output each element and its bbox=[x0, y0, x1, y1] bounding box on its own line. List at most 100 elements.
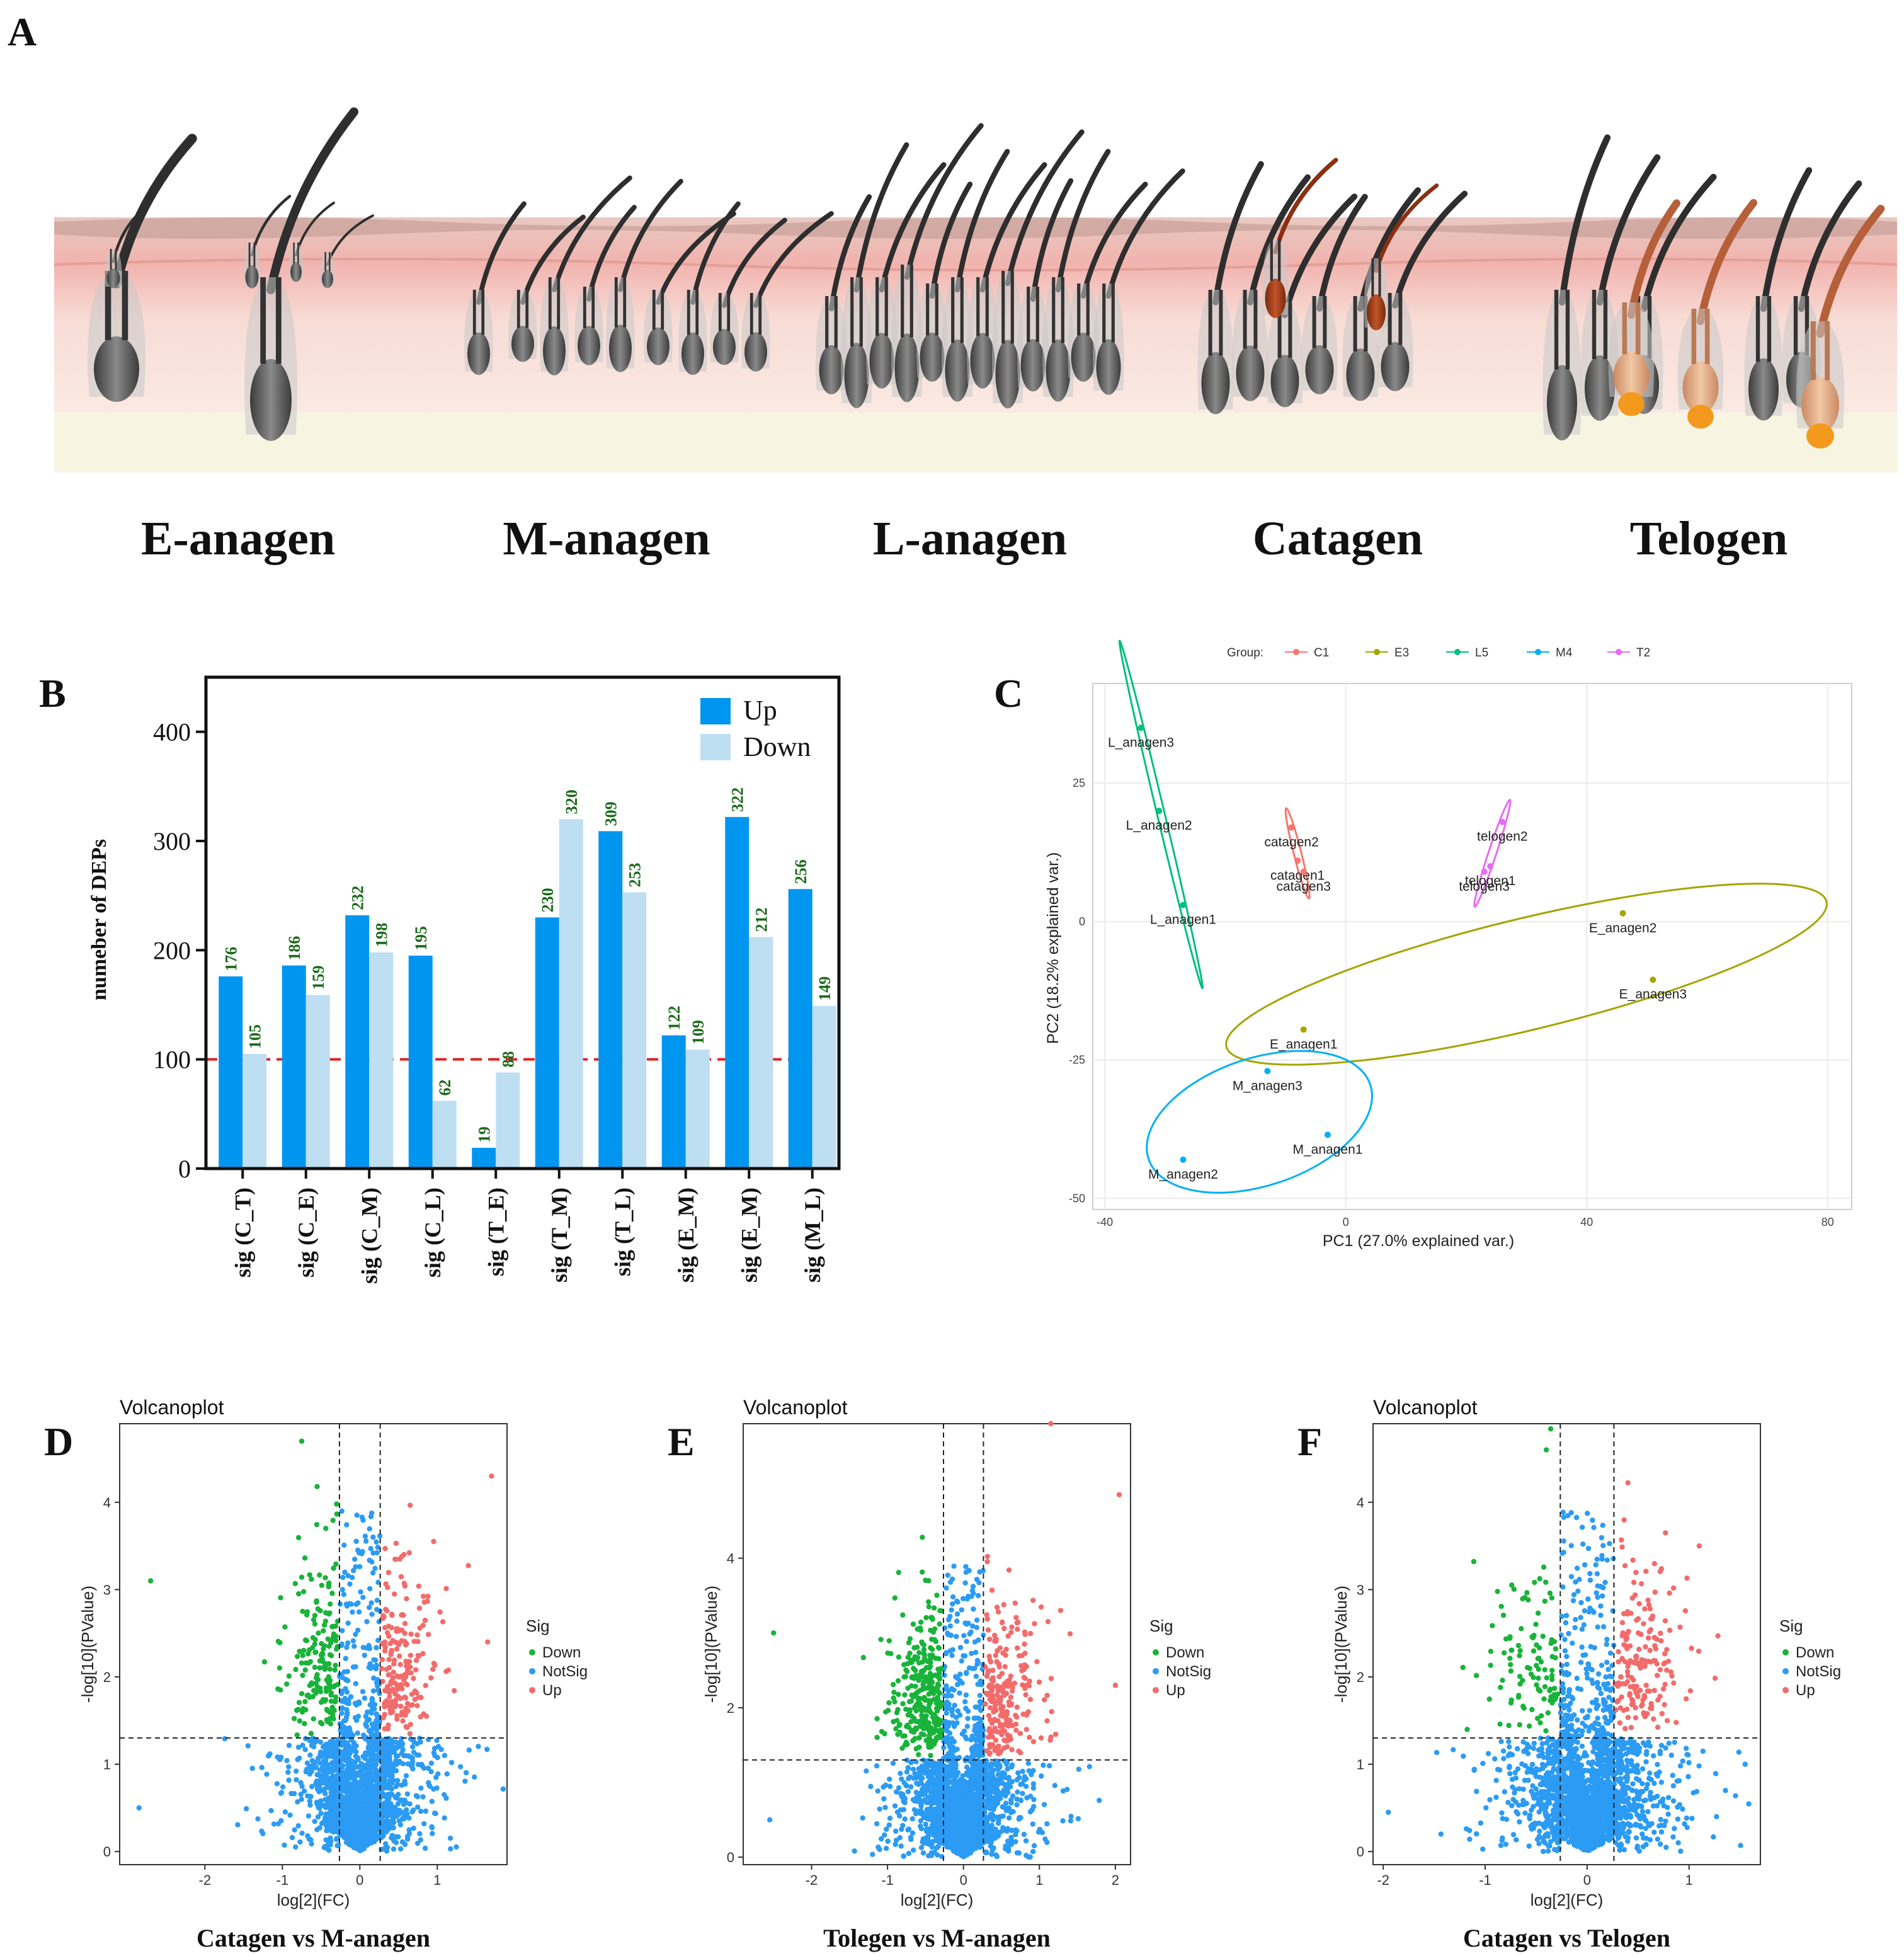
hair-shaft bbox=[1816, 205, 1885, 338]
pca-point bbox=[1180, 1156, 1187, 1163]
volcano-point-down bbox=[314, 1672, 320, 1678]
volcano-point-down bbox=[333, 1662, 338, 1668]
x-category-label: sig (E_M) bbox=[736, 1187, 761, 1283]
volcano-point-up bbox=[382, 1644, 388, 1649]
volcano-point-notsig bbox=[950, 1594, 956, 1600]
legend-key bbox=[529, 1687, 535, 1693]
volcano-point-notsig bbox=[918, 1826, 925, 1831]
volcano-point-notsig bbox=[472, 1774, 477, 1780]
volcano-point-notsig bbox=[289, 1834, 295, 1841]
volcano-point-notsig bbox=[1097, 1797, 1102, 1804]
follicle-bulb bbox=[106, 268, 120, 289]
pca-point bbox=[1499, 818, 1506, 825]
pca-point-label: M_anagen2 bbox=[1148, 1167, 1218, 1182]
volcano-point-notsig bbox=[421, 1765, 427, 1771]
volcano-point-extreme bbox=[136, 1805, 142, 1811]
volcano-point-up bbox=[391, 1661, 397, 1667]
follicle-bulb bbox=[844, 343, 869, 408]
volcano-point-notsig bbox=[1000, 1825, 1006, 1831]
volcano-point-up bbox=[440, 1619, 446, 1625]
volcano-point-notsig bbox=[341, 1724, 347, 1730]
follicle-bulb bbox=[511, 326, 534, 362]
volcano-point-notsig bbox=[354, 1826, 360, 1833]
volcano-point-notsig bbox=[911, 1775, 916, 1782]
volcano-point-notsig bbox=[894, 1789, 899, 1795]
y-axis-title: -log[10](PValue) bbox=[78, 1586, 97, 1703]
follicle-bulb bbox=[819, 345, 844, 394]
volcano-point-up bbox=[382, 1639, 388, 1645]
volcano-point-notsig bbox=[906, 1776, 911, 1782]
volcano-point-up bbox=[431, 1538, 436, 1545]
volcano-point-notsig bbox=[918, 1800, 924, 1807]
volcano-point-down bbox=[333, 1638, 339, 1644]
volcano-point-notsig bbox=[995, 1799, 1000, 1804]
follicle-bulb bbox=[1305, 345, 1334, 394]
volcano-point-up bbox=[389, 1688, 395, 1694]
follicle-root bbox=[825, 296, 838, 348]
volcano-point-notsig bbox=[295, 1799, 300, 1805]
volcano-point-notsig bbox=[1076, 1766, 1081, 1772]
volcano-point-up bbox=[394, 1686, 401, 1692]
volcano-point-notsig bbox=[305, 1813, 312, 1819]
hair-follicle bbox=[942, 149, 1010, 402]
volcano-point-notsig bbox=[1008, 1764, 1015, 1770]
volcano-point-notsig bbox=[912, 1771, 918, 1776]
volcano-point-down bbox=[314, 1484, 320, 1490]
legend-label: Up bbox=[542, 1682, 562, 1699]
bar-down bbox=[305, 995, 330, 1169]
volcano-point-up bbox=[408, 1722, 413, 1727]
volcano-point-notsig bbox=[957, 1645, 964, 1650]
hair-follicle bbox=[1796, 205, 1885, 449]
volcano-point-up bbox=[399, 1612, 406, 1618]
volcano-point-notsig bbox=[370, 1732, 376, 1737]
volcano-point-notsig bbox=[938, 1829, 943, 1835]
volcano-point-notsig bbox=[372, 1764, 378, 1770]
volcano-point-notsig bbox=[367, 1604, 372, 1610]
volcano-point-down bbox=[308, 1730, 314, 1736]
volcano-point-down bbox=[327, 1601, 333, 1607]
volcano-point-notsig bbox=[404, 1836, 411, 1842]
volcano-point-notsig bbox=[933, 1823, 938, 1829]
legend-swatch-down bbox=[700, 734, 731, 760]
volcano-points bbox=[136, 1438, 506, 1854]
volcano-point-notsig bbox=[294, 1777, 299, 1783]
volcano-point-notsig bbox=[379, 1807, 385, 1813]
volcano-point-notsig bbox=[320, 1760, 326, 1766]
volcano-point-notsig bbox=[373, 1662, 379, 1668]
volcano-point-notsig bbox=[307, 1802, 313, 1808]
volcano-point-notsig bbox=[946, 1705, 952, 1711]
x-category-label: sig (C_M) bbox=[356, 1187, 382, 1284]
volcano-point-notsig bbox=[278, 1790, 285, 1795]
stage-label-m-anagen: M-anagen bbox=[503, 512, 710, 565]
volcano-point-notsig bbox=[402, 1753, 408, 1759]
volcano-point-up bbox=[397, 1653, 402, 1659]
volcano-point-notsig bbox=[287, 1812, 293, 1818]
volcano-point-notsig bbox=[901, 1799, 906, 1804]
volcano-point-notsig bbox=[1023, 1838, 1029, 1844]
volcano-point-notsig bbox=[309, 1783, 315, 1790]
bar-down bbox=[685, 1049, 710, 1169]
volcano-point-notsig bbox=[309, 1742, 315, 1749]
volcano-point-notsig bbox=[1009, 1827, 1015, 1833]
hair-shaft bbox=[954, 149, 1010, 293]
follicle-root bbox=[516, 290, 529, 328]
volcano-point-notsig bbox=[417, 1831, 423, 1837]
volcano-point-notsig bbox=[295, 1823, 301, 1829]
volcano-point-notsig bbox=[286, 1777, 292, 1783]
volcano-point-notsig bbox=[314, 1772, 320, 1778]
volcano-point-down bbox=[328, 1698, 334, 1704]
follicle-bulb bbox=[1613, 352, 1650, 401]
volcano-point-notsig bbox=[1000, 1804, 1005, 1810]
volcano-point-down bbox=[276, 1665, 283, 1671]
volcano-point-notsig bbox=[404, 1807, 409, 1813]
volcano-point-notsig bbox=[307, 1752, 313, 1758]
volcano-point-notsig bbox=[350, 1567, 356, 1574]
volcano-point-down bbox=[332, 1683, 338, 1689]
volcano-point-down bbox=[333, 1623, 339, 1629]
volcano-point-notsig bbox=[994, 1853, 1000, 1860]
volcano-point-down bbox=[295, 1707, 301, 1713]
bar-up bbox=[282, 965, 306, 1169]
follicle-bulb bbox=[869, 333, 894, 389]
volcano-point-notsig bbox=[341, 1669, 347, 1675]
bar-up bbox=[788, 889, 812, 1169]
